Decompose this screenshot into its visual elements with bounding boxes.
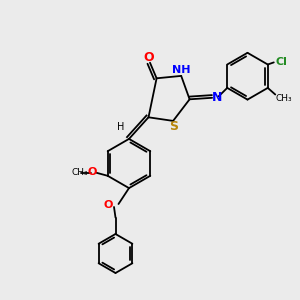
Text: O: O	[144, 51, 154, 64]
Text: N: N	[212, 91, 222, 104]
Text: CH₃: CH₃	[71, 168, 88, 177]
Text: Cl: Cl	[275, 56, 287, 67]
Text: O: O	[104, 200, 113, 211]
Text: H: H	[117, 122, 124, 133]
Text: NH: NH	[172, 65, 190, 75]
Text: S: S	[169, 120, 178, 133]
Text: CH₃: CH₃	[275, 94, 292, 103]
Text: O: O	[87, 167, 97, 177]
